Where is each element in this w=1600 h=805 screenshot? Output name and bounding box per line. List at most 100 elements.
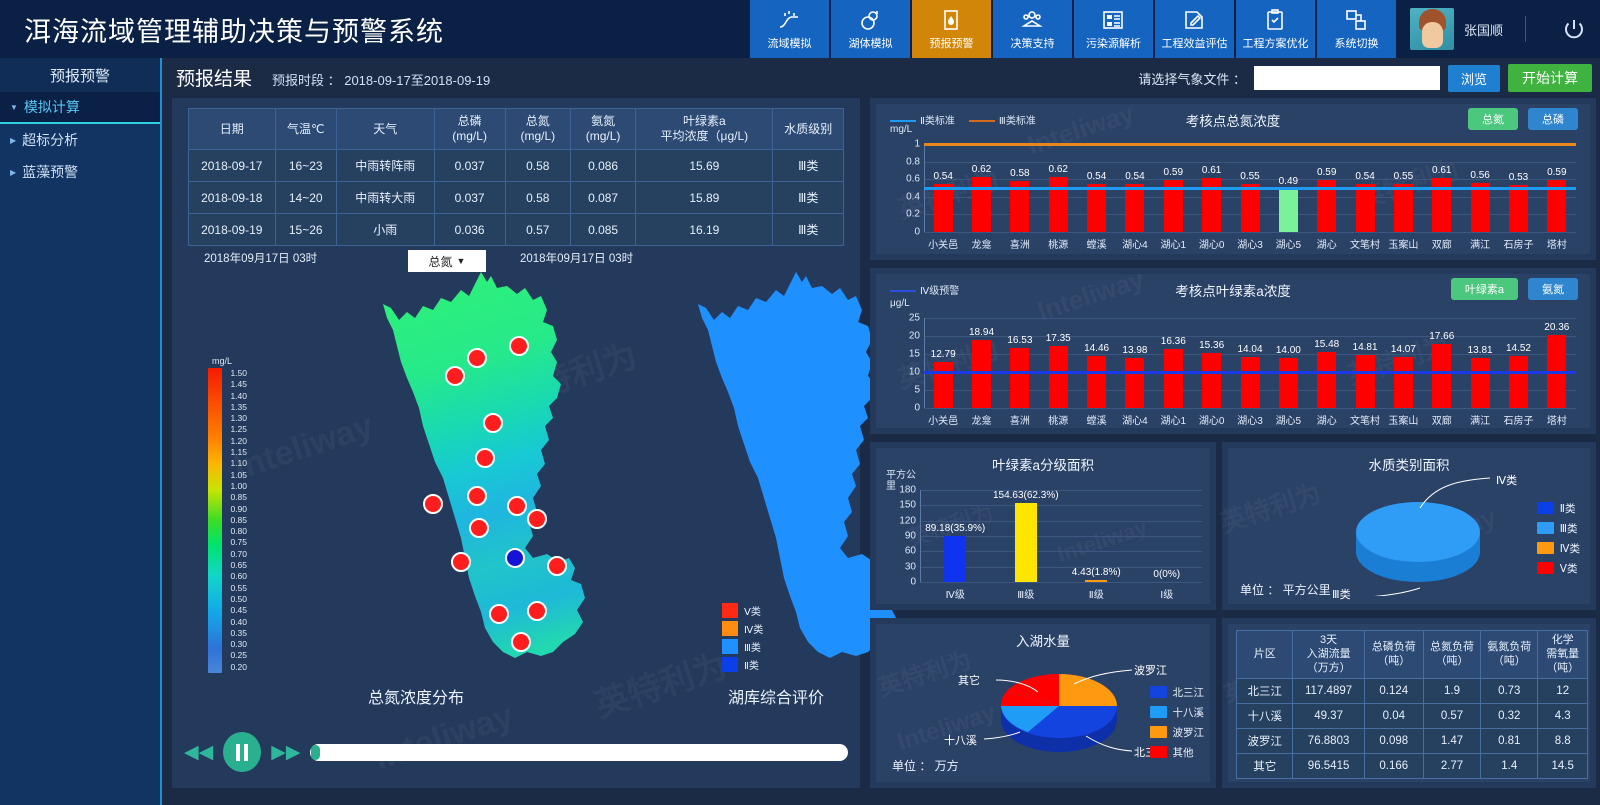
- bar[interactable]: [1125, 184, 1145, 232]
- bar[interactable]: [1317, 180, 1337, 232]
- table-row[interactable]: 波罗江 76.8803 0.098 1.47 0.81 8.8: [1235, 728, 1588, 755]
- bar[interactable]: [1432, 178, 1452, 232]
- legend-label: 波罗江: [1172, 726, 1205, 739]
- bar[interactable]: [1508, 355, 1528, 408]
- timeline-handle[interactable]: [311, 744, 321, 760]
- timeline-scrubber[interactable]: [310, 743, 848, 761]
- inflow-pie[interactable]: [994, 662, 1124, 762]
- bar[interactable]: [1010, 180, 1030, 232]
- bar[interactable]: [1048, 177, 1068, 232]
- power-icon[interactable]: [1548, 17, 1600, 41]
- nav-item-0[interactable]: 流域模拟: [749, 0, 829, 58]
- table-row[interactable]: 2018-09-17 16~23 中雨转阵雨 0.037 0.58 0.086 15.69 Ⅲ…: [188, 149, 844, 182]
- table-cell: 15.89: [635, 181, 774, 214]
- bar[interactable]: [1048, 345, 1068, 408]
- sidebar-item-0[interactable]: ▼ 模拟计算: [0, 92, 160, 124]
- start-calculation-button[interactable]: 开始计算: [1508, 64, 1592, 92]
- bar[interactable]: [1087, 355, 1107, 408]
- y-axis-unit: μg/L: [890, 298, 910, 309]
- nav-item-6[interactable]: 工程方案优化: [1235, 0, 1315, 58]
- sidebar-item-2[interactable]: ▶ 蓝藻预警: [0, 156, 160, 188]
- table-cell: 0.098: [1363, 728, 1424, 755]
- bar[interactable]: [1508, 185, 1528, 232]
- bar-value-label: 14.00: [1275, 344, 1301, 356]
- bar[interactable]: [1355, 354, 1375, 408]
- bar-value-label: 14.07: [1390, 344, 1416, 356]
- bar[interactable]: [1087, 184, 1107, 232]
- rewind-icon[interactable]: ◀◀: [184, 741, 214, 763]
- nav-item-label: 预报预警: [929, 38, 974, 50]
- decision-icon: [1020, 7, 1044, 33]
- map-layer-selector[interactable]: 总氮 ▼: [408, 250, 486, 272]
- nav-item-5[interactable]: 工程效益评估: [1154, 0, 1234, 58]
- bar[interactable]: [1202, 352, 1222, 408]
- forward-icon[interactable]: ▶▶: [271, 741, 301, 763]
- bar[interactable]: [933, 184, 953, 232]
- toggle-button[interactable]: 总氮: [1468, 108, 1518, 130]
- bar[interactable]: [1432, 344, 1452, 408]
- y-axis-tick: 0: [914, 226, 920, 238]
- bar[interactable]: [933, 361, 953, 408]
- nav-item-3[interactable]: 决策支持: [992, 0, 1072, 58]
- bar[interactable]: [1393, 183, 1413, 232]
- x-axis-category: 湖心3: [1237, 416, 1263, 427]
- colorbar-tick: 0.50: [230, 593, 247, 604]
- map-right-erhai-lake[interactable]: [672, 266, 992, 706]
- bar[interactable]: [1163, 349, 1183, 408]
- bar[interactable]: [1202, 178, 1222, 232]
- browse-button[interactable]: 浏览: [1447, 64, 1500, 92]
- column-header: 总磷负荷 （吨）: [1363, 629, 1424, 680]
- y-axis-tick: 0: [914, 402, 920, 414]
- nav-item-1[interactable]: 湖体模拟: [830, 0, 910, 58]
- bar[interactable]: [1547, 180, 1567, 232]
- table-cell: 8.8: [1537, 728, 1588, 755]
- map-left-erhai-lake[interactable]: [357, 266, 677, 706]
- water-quality-pie[interactable]: [1338, 490, 1498, 590]
- bar[interactable]: [1317, 352, 1337, 408]
- column-header: 总磷 (mg/L): [433, 108, 506, 150]
- map-right-timestamp: 2018年09月17日 03时: [520, 253, 634, 265]
- toggle-button[interactable]: 叶绿素a: [1450, 278, 1518, 300]
- toggle-button[interactable]: 氨氮: [1528, 278, 1578, 300]
- table-cell: 14.5: [1537, 753, 1588, 780]
- bar-value-label: 14.04: [1237, 344, 1263, 356]
- nav-item-2[interactable]: 预报预警: [911, 0, 991, 58]
- chevron-down-icon: ▼: [456, 256, 466, 266]
- nav-item-4[interactable]: 污染源解析: [1073, 0, 1153, 58]
- bar[interactable]: [1470, 182, 1490, 232]
- table-row[interactable]: 北三江 117.4897 0.124 1.9 0.73 12: [1235, 678, 1588, 705]
- table-cell: 15.69: [635, 149, 774, 182]
- colorbar-tick: 1.15: [230, 447, 247, 458]
- bar[interactable]: [972, 177, 992, 232]
- topbar-spacer: [468, 0, 748, 58]
- chla-chart-plot: μg/L 0 5 10 15 20 25 12.79 小关邑 18.94 龙龛 16.53 喜洲 17.3…: [876, 274, 1590, 428]
- bar[interactable]: [944, 536, 967, 582]
- bar[interactable]: [1085, 579, 1108, 582]
- bar[interactable]: [1010, 348, 1030, 408]
- nav-item-7[interactable]: 系统切换: [1316, 0, 1396, 58]
- bar[interactable]: [1240, 357, 1260, 408]
- bar[interactable]: [1278, 188, 1298, 232]
- bar[interactable]: [1470, 358, 1490, 408]
- legend-swatch: [722, 638, 738, 654]
- bar[interactable]: [1393, 357, 1413, 408]
- bar[interactable]: [1355, 184, 1375, 232]
- bar-value-label: 13.81: [1467, 345, 1493, 357]
- bar[interactable]: [1014, 502, 1037, 582]
- bar[interactable]: [1240, 183, 1260, 232]
- table-row[interactable]: 其它 96.5415 0.166 2.77 1.4 14.5: [1235, 753, 1588, 780]
- sidebar-item-1[interactable]: ▶ 超标分析: [0, 124, 160, 156]
- pause-icon[interactable]: [223, 732, 262, 772]
- table-row[interactable]: 十八溪 49.37 0.04 0.57 0.32 4.3: [1235, 703, 1588, 730]
- system-title: 洱海流域管理辅助决策与预警系统: [24, 16, 444, 47]
- bar[interactable]: [1163, 180, 1183, 232]
- table-row[interactable]: 2018-09-18 14~20 中雨转大雨 0.037 0.58 0.087 15.89 Ⅲ…: [188, 181, 844, 214]
- bar-value-label: 13.98: [1122, 344, 1148, 356]
- bar[interactable]: [1125, 357, 1145, 408]
- bar[interactable]: [1278, 357, 1298, 408]
- toggle-button[interactable]: 总磷: [1528, 108, 1578, 130]
- table-row[interactable]: 2018-09-19 15~26 小雨 0.036 0.57 0.085 16.19 Ⅲ类: [188, 213, 844, 246]
- colorbar-tick: 1.10: [230, 458, 247, 469]
- met-file-input[interactable]: [1253, 66, 1440, 90]
